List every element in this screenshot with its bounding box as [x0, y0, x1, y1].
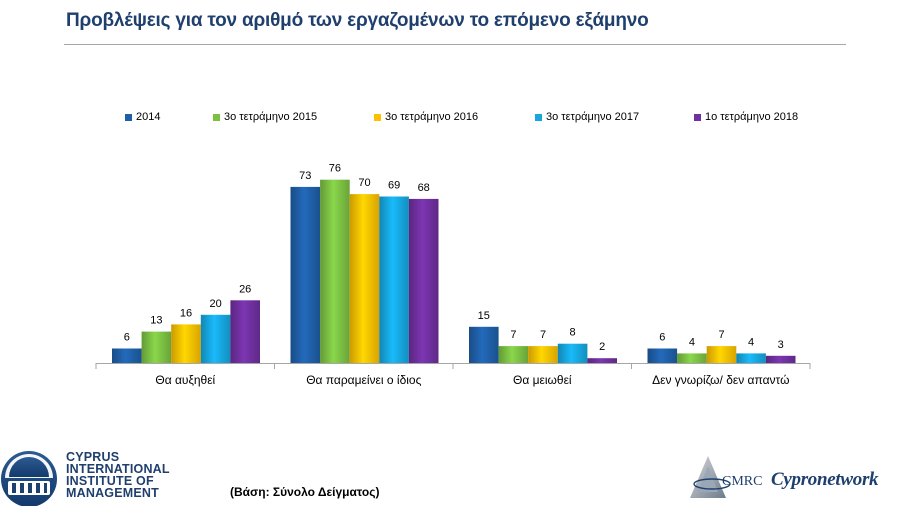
bar	[408, 198, 439, 363]
data-label: 69	[388, 180, 400, 192]
page-title: Προβλέψεις για τον αριθμό των εργαζομένω…	[66, 10, 649, 31]
legend-item: 3ο τετράμηνο 2015	[213, 109, 317, 125]
bar	[587, 358, 617, 363]
cmrc-wordmark: CMRC	[722, 474, 763, 489]
category-label: Θα αυξηθεί	[155, 373, 215, 387]
data-label: 7	[718, 329, 724, 341]
data-label: 26	[239, 283, 251, 295]
data-label: 6	[124, 332, 130, 344]
ciim-logo-icon	[1, 451, 57, 506]
data-label: 4	[689, 336, 695, 348]
data-label: 4	[748, 336, 754, 348]
data-label: 15	[478, 310, 490, 322]
bar	[320, 179, 350, 363]
bar	[765, 355, 796, 363]
legend-swatch	[374, 113, 381, 121]
legend-label: 3ο τετράμηνο 2017	[546, 111, 640, 123]
data-label: 2	[599, 341, 605, 353]
cypronetwork-wordmark: Cypronetwork	[771, 469, 879, 490]
bar	[528, 346, 558, 363]
legend-label: 1ο τετράμηνο 2018	[705, 111, 799, 123]
category-label: Δεν γνωρίζω/ δεν απαντώ	[652, 373, 789, 387]
ciim-line: INSTITUTE OF	[66, 474, 154, 488]
legend-swatch	[535, 113, 542, 121]
legend-item: 1ο τετράμηνο 2018	[694, 109, 798, 125]
legend-item: 3ο τετράμηνο 2016	[374, 109, 478, 125]
legend-label: 3ο τετράμηνο 2015	[224, 111, 318, 123]
data-label: 20	[209, 298, 221, 310]
legend-item: 2014	[125, 109, 160, 125]
bar	[230, 300, 260, 363]
data-label: 76	[329, 163, 341, 175]
legend-item: 3ο τετράμηνο 2017	[535, 109, 639, 125]
ciim-line: MANAGEMENT	[66, 486, 159, 500]
bar	[706, 346, 737, 363]
chart-legend: 2014 3ο τετράμηνο 2015 3ο τετράμηνο 2016 3ο…	[0, 109, 900, 125]
bar	[498, 346, 529, 363]
bar	[736, 353, 766, 364]
legend-label: 3ο τετράμηνο 2016	[385, 111, 479, 123]
data-label: 7	[540, 329, 546, 341]
bar	[200, 314, 231, 364]
bar	[171, 324, 201, 363]
bar	[349, 194, 380, 363]
ciim-wordmark: CYPRUS INTERNATIONAL INSTITUTE OF MANAGE…	[66, 450, 170, 500]
data-label: 6	[659, 332, 665, 344]
category-label: Θα μειωθεί	[513, 373, 572, 387]
data-label: 7	[510, 329, 516, 341]
legend-swatch	[213, 113, 220, 121]
bar	[677, 353, 707, 364]
bar	[379, 196, 409, 363]
ciim-line: INTERNATIONAL	[66, 462, 170, 476]
data-label: 73	[299, 170, 311, 182]
bar	[469, 326, 499, 363]
legend-label: 2014	[136, 111, 161, 123]
sample-base-note: (Βάση: Σύνολο Δείγματος)	[230, 485, 380, 499]
data-label: 3	[778, 339, 784, 351]
category-label: Θα παραμείνει ο ίδιος	[306, 373, 421, 387]
bar	[290, 186, 321, 363]
ciim-line: CYPRUS	[66, 450, 120, 464]
legend-swatch	[125, 113, 132, 121]
bar	[557, 343, 588, 363]
data-label: 16	[180, 307, 192, 319]
data-label: 8	[570, 327, 576, 339]
data-label: 70	[358, 177, 370, 189]
cmrc-logo-icon	[690, 456, 731, 498]
bar	[112, 348, 142, 363]
legend-swatch	[694, 113, 701, 121]
title-divider	[64, 44, 846, 45]
data-label: 68	[418, 182, 430, 194]
data-label: 13	[150, 315, 162, 327]
bar	[647, 348, 678, 363]
bar	[141, 331, 172, 363]
